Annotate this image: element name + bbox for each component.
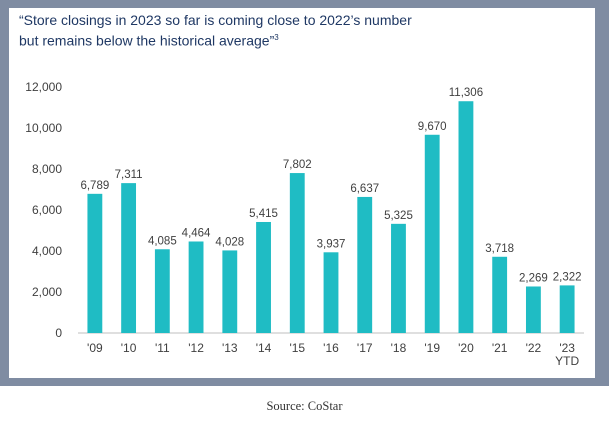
data-label: 7,802 bbox=[283, 159, 312, 171]
data-label: 5,415 bbox=[249, 208, 278, 220]
data-label: 2,322 bbox=[553, 271, 582, 283]
bar bbox=[256, 221, 271, 333]
bar bbox=[154, 249, 170, 333]
bar bbox=[458, 101, 474, 334]
data-label: 2,269 bbox=[519, 272, 548, 284]
data-label: 4,028 bbox=[215, 236, 244, 248]
title-line-2: but remains below the historical average… bbox=[19, 29, 579, 50]
bar bbox=[188, 241, 204, 333]
x-tick-label: '18 bbox=[391, 341, 407, 355]
bar bbox=[559, 285, 575, 333]
bar bbox=[289, 173, 305, 333]
bar bbox=[323, 252, 339, 333]
x-tick-label: YTD bbox=[555, 354, 579, 368]
x-tick-label: '13 bbox=[222, 341, 238, 355]
x-tick-label: '23 bbox=[559, 341, 575, 355]
x-tick-label: '22 bbox=[526, 341, 542, 355]
y-tick-label: 0 bbox=[55, 326, 62, 340]
title-line-1: “Store closings in 2023 so far is coming… bbox=[19, 12, 412, 28]
data-label: 11,306 bbox=[449, 87, 483, 99]
bar bbox=[492, 256, 508, 333]
data-label: 3,718 bbox=[485, 243, 514, 255]
x-tick-label: '15 bbox=[289, 341, 305, 355]
source-caption: Source: CoStar bbox=[266, 399, 343, 413]
bar bbox=[391, 223, 406, 333]
bar bbox=[424, 134, 440, 333]
y-tick-label: 12,000 bbox=[25, 80, 62, 94]
data-label: 4,085 bbox=[148, 235, 177, 247]
x-tick-label: '12 bbox=[188, 341, 204, 355]
y-tick-label: 8,000 bbox=[32, 162, 62, 176]
x-tick-label: '20 bbox=[458, 341, 474, 355]
chart-frame: “Store closings in 2023 so far is coming… bbox=[0, 0, 609, 386]
bar bbox=[357, 196, 373, 333]
data-label: 3,937 bbox=[317, 238, 346, 250]
bar bbox=[222, 250, 238, 333]
y-tick-label: 10,000 bbox=[25, 121, 62, 135]
x-tick-label: '14 bbox=[256, 341, 272, 355]
data-label: 5,325 bbox=[384, 210, 413, 222]
x-tick-label: '09 bbox=[87, 341, 103, 355]
bar bbox=[121, 183, 137, 333]
data-label: 6,789 bbox=[80, 180, 109, 192]
data-label: 9,670 bbox=[418, 121, 447, 133]
y-tick-label: 4,000 bbox=[32, 244, 62, 258]
x-tick-label: '11 bbox=[155, 341, 170, 355]
title-line-2-text: but remains below the historical average… bbox=[19, 32, 275, 49]
data-label: 6,637 bbox=[350, 183, 379, 195]
data-label: 4,464 bbox=[182, 227, 211, 239]
x-tick-label: '19 bbox=[424, 341, 440, 355]
data-label: 7,311 bbox=[115, 169, 143, 181]
x-tick-label: '21 bbox=[492, 341, 508, 355]
chart-title: “Store closings in 2023 so far is coming… bbox=[19, 12, 579, 50]
title-footnote-marker: 3 bbox=[274, 33, 279, 42]
x-tick-label: '17 bbox=[357, 341, 373, 355]
y-tick-label: 6,000 bbox=[32, 203, 62, 217]
y-tick-label: 2,000 bbox=[32, 285, 62, 299]
x-tick-label: '16 bbox=[323, 341, 339, 355]
bar bbox=[525, 286, 541, 333]
x-tick-label: '10 bbox=[121, 341, 137, 355]
bar bbox=[87, 193, 103, 333]
bar-chart: 0 2,000 4,000 6,000 8,000 10,000 12,000 6,789 '0… bbox=[25, 80, 584, 368]
